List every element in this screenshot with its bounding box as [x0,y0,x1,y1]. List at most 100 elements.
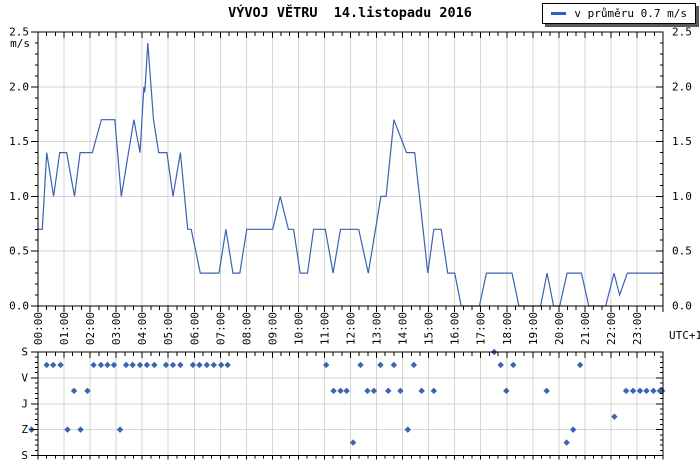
x-tick-label: 11:00 [318,312,331,345]
wind-direction-dot [70,387,78,395]
wind-direction-dot [116,426,124,433]
x-tick-label: 23:00 [631,312,644,345]
y-tick-label-right: 2.5 [672,26,692,39]
wind-direction-dot [569,426,577,433]
wind-direction-dot [136,361,144,369]
wind-direction-dot [404,426,411,433]
wind-direction-dot [390,361,398,369]
direction-axis-label: V [21,371,28,384]
wind-direction-dot [629,387,637,395]
x-tick-label: 08:00 [240,312,253,345]
wind-direction-dot [169,361,177,369]
wind-direction-dot [217,361,225,369]
y-tick-label-right: 0.5 [672,245,692,258]
legend-label: v průměru 0.7 m/s [574,7,687,20]
y-tick-label-left: 2.0 [9,80,29,93]
wind-direction-dot [337,387,344,395]
x-tick-label: 06:00 [188,312,201,345]
x-tick-label: 16:00 [449,312,462,345]
wind-direction-dot [377,361,384,369]
wind-direction-dot [497,361,504,369]
wind-direction-dot [90,361,97,369]
wind-direction-dot [203,361,211,369]
direction-axis-label: S [21,449,28,460]
direction-axis-label: J [21,397,28,410]
wind-direction-dot [622,387,630,395]
x-tick-label: 22:00 [605,312,618,345]
wind-direction-dot [151,361,158,369]
wind-direction-dot [104,361,111,369]
wind-direction-dot [643,387,650,395]
x-tick-label: 07:00 [214,312,227,345]
y-tick-label-right: 1.0 [672,190,692,203]
x-tick-label: 00:00 [32,312,45,345]
wind-direction-dot [210,361,217,369]
wind-direction-dot [43,361,50,369]
wind-direction-dot [636,387,644,395]
wind-direction-dot [110,361,118,369]
wind-direction-dot [397,387,404,395]
wind-direction-dot [503,387,510,395]
x-tick-label: 03:00 [110,312,123,345]
wind-direction-dot [330,387,337,395]
wind-direction-dot [410,361,418,369]
wind-direction-dot [84,387,91,395]
wind-direction-dot [430,387,438,395]
x-tick-label: 14:00 [397,312,410,345]
axis-labels: 0.0 0.00.5 0.51.0 1.01.5 1.52.0 2.02.5 2.5m/s0… [9,26,700,460]
wind-direction-dot [189,361,197,369]
x-tick-label: 19:00 [527,312,540,345]
wind-direction-dot [364,387,371,395]
y-tick-label-left: 1.0 [9,190,29,203]
wind-direction-dot [129,361,136,369]
y-tick-label-left: 0.5 [9,245,29,258]
wind-direction-dot [611,413,618,420]
wind-direction-dot [543,387,550,395]
wind-direction-dot [122,361,130,369]
wind-direction-dot [77,426,84,433]
wind-direction-dot [418,387,425,395]
legend-line-swatch [551,12,567,15]
x-tick-label: 13:00 [371,312,384,345]
chart-title: VÝVOJ VĚTRU 14.listopadu 2016 [228,5,472,21]
wind-direction-dot [64,426,71,433]
x-tick-label: 15:00 [423,312,436,345]
timezone-label: UTC+1 [669,329,700,342]
x-tick-label: 09:00 [266,312,279,345]
wind-direction-dot [510,361,517,369]
wind-direction-dot [343,387,350,395]
x-tick-label: 20:00 [553,312,566,345]
direction-axis-label: Z [21,423,28,436]
y-tick-label-right: 0.0 [672,300,692,313]
x-tick-label: 01:00 [58,312,71,345]
wind-direction-dot [196,361,203,369]
y-tick-label-right: 2.0 [672,80,692,93]
direction-axis-label: S [21,346,28,359]
wind-direction-dot [650,387,657,395]
x-tick-label: 17:00 [475,312,488,345]
wind-direction-dot [224,361,231,369]
wind-direction-dot [177,361,184,369]
wind-direction-dot [49,361,57,369]
x-tick-label: 02:00 [84,312,97,345]
wind-direction-dot [322,361,330,369]
wind-direction-dot [57,361,64,369]
data-layer [28,42,666,446]
wind-direction-dot [563,439,570,446]
wind-direction-dot [658,387,666,395]
wind-direction-dot [143,361,151,369]
x-tick-label: 04:00 [136,312,149,345]
wind-direction-dot [349,439,357,446]
y-tick-label-left: 2.5 [9,26,29,39]
gridlines [38,32,663,456]
y-tick-label-right: 1.5 [672,135,692,148]
x-tick-label: 18:00 [501,312,514,345]
x-tick-label: 21:00 [579,312,592,345]
wind-direction-dot [576,361,584,369]
wind-direction-dot [370,387,378,395]
axis-ticks [31,31,664,460]
x-tick-label: 12:00 [345,312,358,345]
x-tick-label: 05:00 [162,312,175,345]
